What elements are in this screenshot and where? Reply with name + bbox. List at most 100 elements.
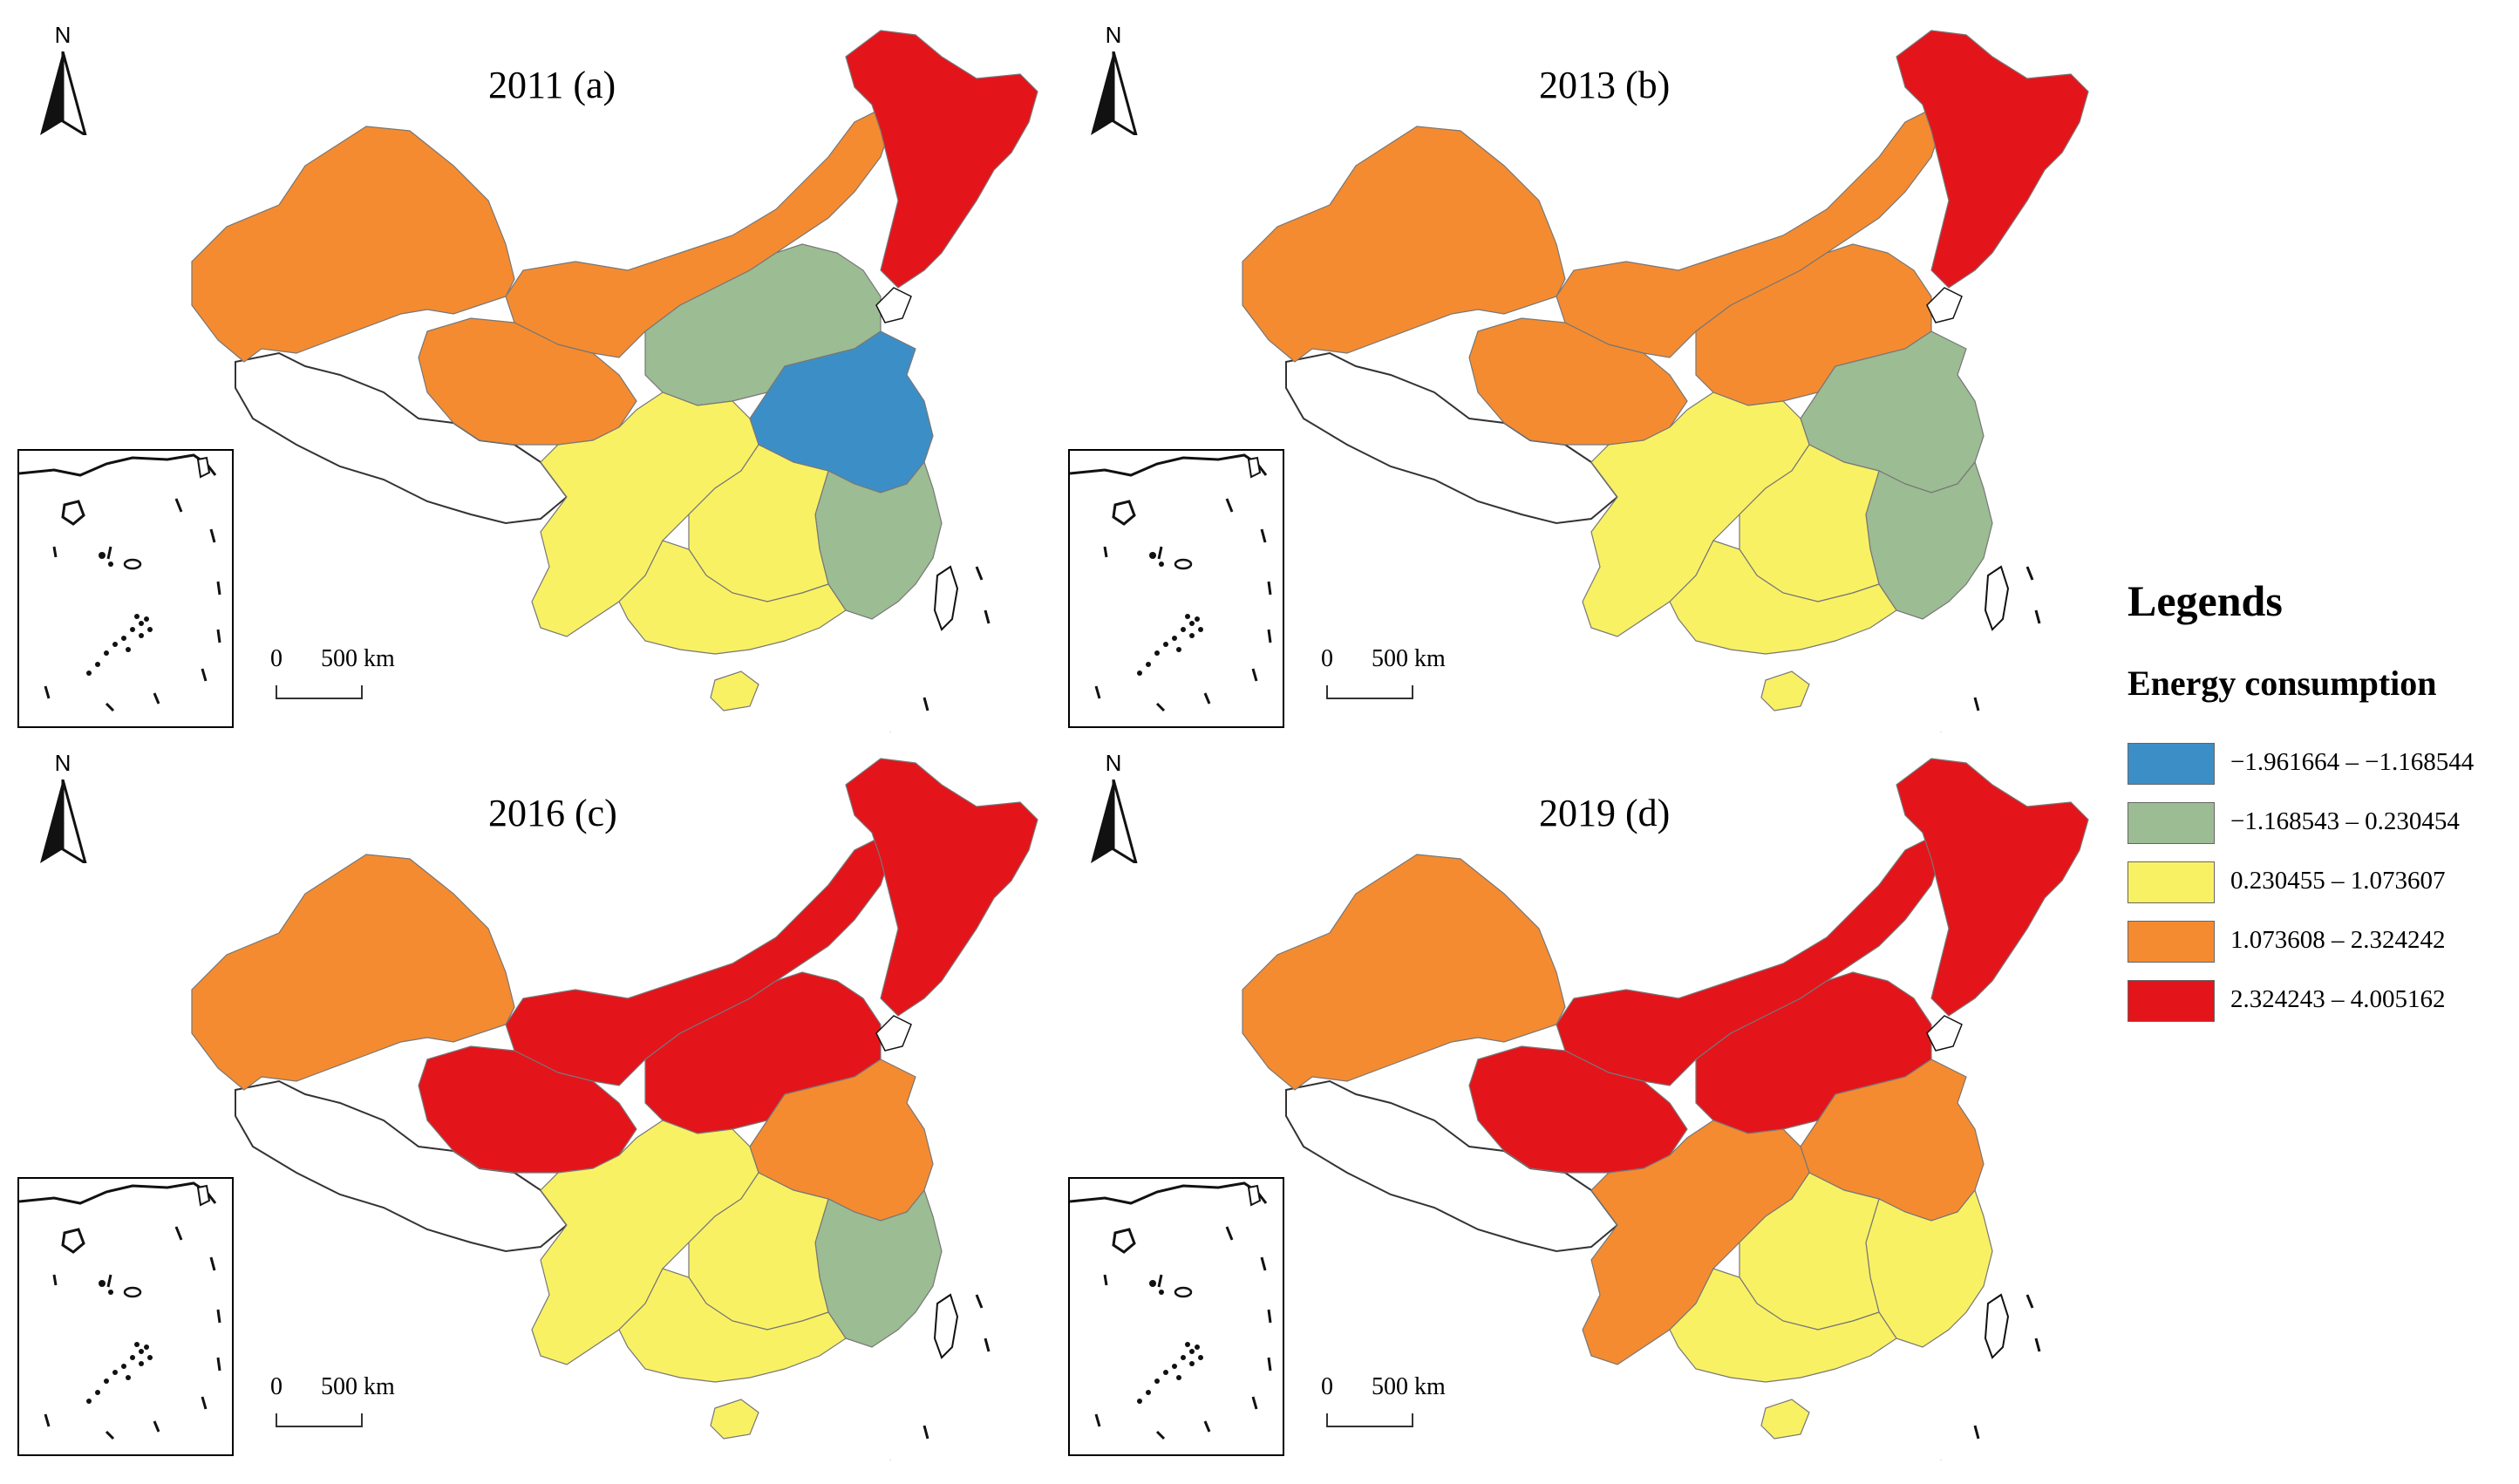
map-panel-2013: 2013 (b) N (1068, 9, 2114, 732)
scale-distance-label: 500 km (321, 645, 395, 672)
legend-label: −1.168543 – 0.230454 (2230, 807, 2460, 835)
region-southwest (1582, 391, 1810, 637)
north-arrow: N (1087, 750, 1140, 863)
legend: Legends Energy consumption −1.961664 – −… (2114, 575, 2516, 1046)
legend-subheading: Energy consumption (2128, 664, 2437, 703)
region-southwest (531, 391, 759, 637)
inset-map (18, 453, 221, 712)
region-northwest (1242, 126, 1566, 363)
legend-heading: Legends (2128, 576, 2283, 625)
north-label: N (54, 750, 71, 776)
legend-item: 1.073608 – 2.324242 (2128, 921, 2511, 963)
legend-item: 0.230455 – 1.073607 (2128, 861, 2511, 903)
scale-bar: 0 500 km (253, 645, 427, 715)
north-arrow: N (37, 750, 89, 863)
region-northeast (845, 758, 1038, 1017)
bohai-coast (1926, 1015, 1963, 1052)
scale-bar-line (1326, 685, 1413, 699)
north-arrow-icon (40, 779, 87, 863)
legend-label: 0.230455 – 1.073607 (2230, 867, 2446, 895)
panel-title: 2013 (b) (1539, 64, 1671, 106)
region-northwest (191, 854, 515, 1091)
north-arrow: N (37, 22, 89, 135)
region-northeast (1896, 758, 2089, 1017)
region-south (1669, 1268, 1897, 1383)
scale-zero-label: 0 (1321, 645, 1333, 672)
china-map (1242, 30, 2089, 732)
scale-zero-label: 0 (270, 645, 283, 672)
south-china-sea-inset (1068, 449, 1284, 728)
taiwan-outline (933, 565, 959, 631)
legend-swatch (2128, 743, 2215, 785)
china-map (191, 758, 1038, 1460)
legend-label: −1.961664 – −1.168544 (2230, 748, 2475, 776)
scale-bar-line (1326, 1413, 1413, 1427)
scale-zero-label: 0 (1321, 1373, 1333, 1400)
coast-dashes (889, 566, 991, 732)
region-north-belt (1556, 836, 1941, 1086)
legend-swatch (2128, 921, 2215, 963)
map-panel-2011: 2011 (a) N (17, 9, 1064, 732)
region-northeast (845, 30, 1038, 289)
scale-bar-line (276, 1413, 363, 1427)
bohai-coast (875, 1015, 912, 1052)
map-panel-2019: 2019 (d) N (1068, 737, 2114, 1460)
taiwan-outline (1984, 1293, 2010, 1359)
coast-dashes (1940, 1294, 2041, 1460)
north-arrow: N (1087, 22, 1140, 135)
north-label: N (54, 22, 71, 48)
coast-dashes (1940, 566, 2041, 732)
region-north-belt (505, 836, 890, 1086)
coast-dashes (889, 1294, 991, 1460)
region-southwest (531, 1120, 759, 1365)
legend-label: 2.324243 – 4.005162 (2230, 985, 2446, 1013)
region-south (1669, 540, 1897, 655)
panel-title: 2016 (c) (488, 792, 617, 834)
map-panel-2016: 2016 (c) N (17, 737, 1064, 1460)
scale-distance-label: 500 km (1372, 645, 1446, 672)
inset-map (18, 1181, 221, 1440)
north-arrow-icon (1091, 779, 1138, 863)
south-china-sea-inset (1068, 1177, 1284, 1456)
south-china-sea-inset (17, 449, 234, 728)
china-map (191, 30, 1038, 732)
legend-swatch (2128, 861, 2215, 903)
panel-title: 2019 (d) (1539, 792, 1671, 834)
north-label: N (1105, 22, 1122, 48)
legend-item: −1.168543 – 0.230454 (2128, 802, 2511, 844)
legend-item: 2.324243 – 4.005162 (2128, 980, 2511, 1022)
scale-bar: 0 500 km (1304, 1373, 1478, 1443)
legend-label: 1.073608 – 2.324242 (2230, 926, 2446, 954)
inset-map (1069, 1181, 1272, 1440)
taiwan-outline (933, 1293, 959, 1359)
scale-bar: 0 500 km (1304, 645, 1478, 715)
region-northwest (1242, 854, 1566, 1091)
north-label: N (1105, 750, 1122, 776)
region-hainan (710, 1399, 759, 1440)
china-map (1242, 758, 2089, 1460)
region-northwest (191, 126, 515, 363)
region-hainan (710, 671, 759, 711)
region-south (618, 1268, 847, 1383)
legend-swatch (2128, 980, 2215, 1022)
region-northeast (1896, 30, 2089, 289)
region-north-belt (505, 108, 890, 358)
region-southwest (1582, 1120, 1810, 1365)
legend-item: −1.961664 – −1.168544 (2128, 743, 2511, 785)
region-hainan (1760, 1399, 1810, 1440)
panel-title: 2011 (a) (488, 64, 616, 106)
south-china-sea-inset (17, 1177, 234, 1456)
region-north-belt (1556, 108, 1941, 358)
scale-bar-line (276, 685, 363, 699)
scale-distance-label: 500 km (1372, 1373, 1446, 1400)
region-hainan (1760, 671, 1810, 711)
bohai-coast (875, 287, 912, 323)
scale-zero-label: 0 (270, 1373, 283, 1400)
taiwan-outline (1984, 565, 2010, 631)
bohai-coast (1926, 287, 1963, 323)
north-arrow-icon (40, 51, 87, 135)
scale-distance-label: 500 km (321, 1373, 395, 1400)
inset-map (1069, 453, 1272, 712)
legend-swatch (2128, 802, 2215, 844)
scale-bar: 0 500 km (253, 1373, 427, 1443)
